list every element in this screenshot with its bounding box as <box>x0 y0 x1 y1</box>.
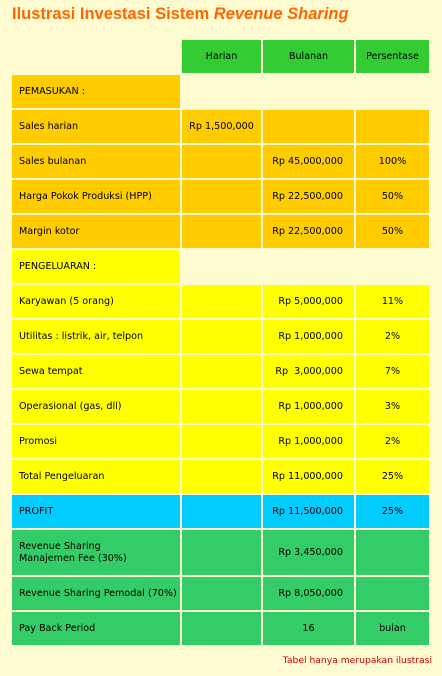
table-row: Utilitas : listrik, air, telpon Rp 1,000… <box>12 320 429 353</box>
cell-persen <box>356 530 429 575</box>
row-label-line1: Revenue Sharing <box>19 540 101 552</box>
cell-persen: 7% <box>356 355 429 388</box>
cell-persen: 100% <box>356 145 429 178</box>
row-label: Pay Back Period <box>12 612 180 645</box>
table-row: Sales bulanan Rp 45,000,000 100% <box>12 145 429 178</box>
cell-bulanan: Rp 3,000,000 <box>263 355 354 388</box>
row-label-line2: Manajemen Fee (30%) <box>19 552 127 564</box>
row-label: Harga Pokok Produksi (HPP) <box>12 180 180 213</box>
cell-persen: 25% <box>356 495 429 528</box>
cell-bulanan: Rp 45,000,000 <box>263 145 354 178</box>
cell-harian <box>182 495 261 528</box>
section-row-expense: PENGELUARAN : <box>12 250 429 283</box>
cell-harian: Rp 1,500,000 <box>182 110 261 143</box>
cell-persen: 25% <box>356 460 429 493</box>
cell-bulanan: Rp 1,000,000 <box>263 425 354 458</box>
header-persentase: Persentase <box>356 40 429 73</box>
cell-harian <box>182 285 261 318</box>
header-harian: Harian <box>182 40 261 73</box>
cell-bulanan: Rp 11,500,000 <box>263 495 354 528</box>
row-label: Utilitas : listrik, air, telpon <box>12 320 180 353</box>
cell-bulanan: Rp 22,500,000 <box>263 215 354 248</box>
cell-persen: 11% <box>356 285 429 318</box>
title-main: Ilustrasi Investasi Sistem <box>12 5 210 23</box>
row-label: Operasional (gas, dll) <box>12 390 180 423</box>
title-emphasis: Revenue Sharing <box>213 5 349 23</box>
cell-harian <box>182 577 261 610</box>
cell-bulanan: Rp 8,050,000 <box>263 577 354 610</box>
table-row: Pay Back Period 16 bulan <box>12 612 429 645</box>
cell-bulanan <box>263 110 354 143</box>
table-row: Operasional (gas, dll) Rp 1,000,000 3% <box>12 390 429 423</box>
cell-bulanan: Rp 1,000,000 <box>263 320 354 353</box>
row-label: Margin kotor <box>12 215 180 248</box>
row-label: Sewa tempat <box>12 355 180 388</box>
cell-persen <box>356 110 429 143</box>
cell-persen: 2% <box>356 320 429 353</box>
section-label-income: PEMASUKAN : <box>12 75 180 108</box>
table-row: Promosi Rp 1,000,000 2% <box>12 425 429 458</box>
table-row: Sales harian Rp 1,500,000 <box>12 110 429 143</box>
cell-harian <box>182 145 261 178</box>
row-label: Revenue Sharing Pemodal (70%) <box>12 577 180 610</box>
cell-bulanan: Rp 3,450,000 <box>263 530 354 575</box>
table-row: Revenue Sharing Manajemen Fee (30%) Rp 3,… <box>12 530 429 575</box>
cell-bulanan: Rp 1,000,000 <box>263 390 354 423</box>
cell-persen: 50% <box>356 180 429 213</box>
cell-harian <box>182 425 261 458</box>
section-row-income: PEMASUKAN : <box>12 75 429 108</box>
cell-harian <box>182 460 261 493</box>
cell-bulanan: Rp 5,000,000 <box>263 285 354 318</box>
cell-harian <box>182 180 261 213</box>
cell-persen: 50% <box>356 215 429 248</box>
footnote: Tabel hanya merupakan ilustrasi <box>282 655 432 666</box>
cell-harian <box>182 320 261 353</box>
cell-harian <box>182 355 261 388</box>
table-row: Total Pengeluaran Rp 11,000,000 25% <box>12 460 429 493</box>
row-label: Sales bulanan <box>12 145 180 178</box>
cell-persen: bulan <box>356 612 429 645</box>
section-label-expense: PENGELUARAN : <box>12 250 180 283</box>
cell-bulanan: 16 <box>263 612 354 645</box>
cell-harian <box>182 390 261 423</box>
cell-persen: 3% <box>356 390 429 423</box>
row-label: Total Pengeluaran <box>12 460 180 493</box>
cell-harian <box>182 215 261 248</box>
table-row-profit: PROFIT Rp 11,500,000 25% <box>12 495 429 528</box>
row-label: Sales harian <box>12 110 180 143</box>
table-row: Revenue Sharing Pemodal (70%) Rp 8,050,0… <box>12 577 429 610</box>
header-bulanan: Bulanan <box>263 40 354 73</box>
cell-bulanan: Rp 22,500,000 <box>263 180 354 213</box>
cell-persen <box>356 577 429 610</box>
table-row: Karyawan (5 orang) Rp 5,000,000 11% <box>12 285 429 318</box>
header-blank <box>12 40 180 73</box>
table-row: Harga Pokok Produksi (HPP) Rp 22,500,000… <box>12 180 429 213</box>
cell-harian <box>182 530 261 575</box>
cell-persen: 2% <box>356 425 429 458</box>
cell-bulanan: Rp 11,000,000 <box>263 460 354 493</box>
header-row: Harian Bulanan Persentase <box>12 40 429 73</box>
row-label: PROFIT <box>12 495 180 528</box>
row-label: Revenue Sharing Manajemen Fee (30%) <box>12 530 180 575</box>
row-label: Promosi <box>12 425 180 458</box>
table-row: Margin kotor Rp 22,500,000 50% <box>12 215 429 248</box>
page-title: Ilustrasi Investasi Sistem Revenue Shari… <box>12 5 349 24</box>
row-label: Karyawan (5 orang) <box>12 285 180 318</box>
table-row: Sewa tempat Rp 3,000,000 7% <box>12 355 429 388</box>
cell-harian <box>182 612 261 645</box>
revenue-sharing-table: Harian Bulanan Persentase PEMASUKAN : Sa… <box>10 38 431 647</box>
